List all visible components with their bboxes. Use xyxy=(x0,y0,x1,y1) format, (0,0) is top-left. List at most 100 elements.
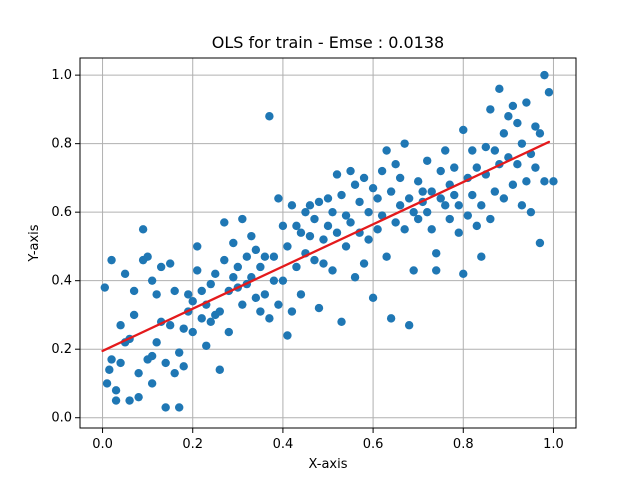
line-layer xyxy=(101,140,551,353)
scatter-point xyxy=(202,341,211,350)
scatter-point xyxy=(314,303,324,313)
scatter-point xyxy=(152,338,161,347)
scatter-point xyxy=(391,218,400,227)
scatter-point xyxy=(229,238,238,248)
scatter-point xyxy=(301,207,310,217)
scatter-point xyxy=(179,362,188,371)
scatter-point xyxy=(323,194,333,203)
scatter-point xyxy=(238,214,247,224)
scatter-point xyxy=(432,249,441,258)
scatter-point xyxy=(368,183,378,193)
scatter-point xyxy=(265,314,274,323)
scatter-point xyxy=(513,160,522,169)
scatter-point xyxy=(287,307,297,316)
scatter-point xyxy=(368,293,378,303)
scatter-point xyxy=(193,242,202,251)
grid-layer xyxy=(80,58,576,428)
scatter-point xyxy=(107,355,116,364)
scatter-point xyxy=(274,300,283,309)
scatter-point xyxy=(296,228,306,237)
scatter-point xyxy=(409,207,418,217)
scatter-point xyxy=(251,293,261,303)
scatter-point xyxy=(386,314,396,323)
scatter-point xyxy=(477,252,486,261)
scatter-point xyxy=(350,180,360,189)
scatter-point xyxy=(269,252,279,261)
scatter-point xyxy=(481,142,491,152)
scatter-point xyxy=(373,225,382,234)
scatter-point xyxy=(188,327,197,337)
scatter-point xyxy=(211,269,220,279)
scatter-point xyxy=(310,255,319,265)
scatter-point xyxy=(517,139,527,148)
scatter-point xyxy=(215,365,224,374)
scatter-point xyxy=(224,327,233,337)
scatter-point xyxy=(423,156,432,165)
scatter-point xyxy=(535,238,545,248)
scatter-point xyxy=(170,368,179,378)
scatter-point xyxy=(129,310,139,320)
scatter-point xyxy=(490,146,500,155)
scatter-point xyxy=(418,187,427,196)
scatter-point xyxy=(513,118,522,128)
x-tick-label: 1.0 xyxy=(543,437,564,452)
scatter-point xyxy=(134,368,143,378)
scatter-point xyxy=(332,228,342,237)
scatter-point xyxy=(450,163,459,172)
scatter-point xyxy=(468,146,477,155)
scatter-point xyxy=(386,187,396,196)
scatter-point xyxy=(337,190,346,200)
scatter-point xyxy=(404,194,414,203)
scatter-point xyxy=(328,207,337,217)
scatter-point xyxy=(129,286,139,296)
scatter-point xyxy=(175,348,184,357)
scatter-point xyxy=(364,207,373,217)
scatter-point xyxy=(111,396,121,405)
plot-background xyxy=(80,58,576,428)
scatter-point xyxy=(161,358,170,368)
scatter-point xyxy=(404,321,414,330)
x-axis-title: X-axis xyxy=(309,457,348,472)
scatter-point xyxy=(450,190,459,200)
scatter-point xyxy=(100,283,110,292)
x-tick-label: 0.4 xyxy=(273,437,294,452)
scatter-point xyxy=(197,314,206,323)
scatter-point xyxy=(147,276,157,285)
scatter-point xyxy=(441,146,450,155)
scatter-point xyxy=(531,122,540,131)
scatter-point xyxy=(359,173,369,183)
scatter-point xyxy=(170,286,179,296)
scatter-point xyxy=(328,266,337,275)
scatter-point xyxy=(283,242,292,251)
scatter-point xyxy=(256,307,265,316)
scatter-point xyxy=(477,201,486,210)
scatter-point xyxy=(486,105,495,114)
scatter-point xyxy=(116,321,125,330)
scatter-point xyxy=(549,177,558,186)
scatter-point xyxy=(427,225,436,234)
scatter-point xyxy=(409,266,418,275)
scatter-point xyxy=(395,173,405,183)
scatter-point xyxy=(152,290,161,299)
scatter-point xyxy=(310,214,319,224)
scatter-point xyxy=(432,266,441,275)
tick-layer: 0.0 0.2 0.4 0.6 0.8 1.0 0.0 0.2 0.4 0.6 0.8 1.0 xyxy=(51,68,563,452)
scatter-point xyxy=(346,166,355,176)
scatter-point xyxy=(193,266,202,275)
scatter-point xyxy=(454,228,463,237)
scatter-point xyxy=(292,262,301,272)
scatter-point xyxy=(116,358,125,368)
scatter-point xyxy=(413,214,423,224)
scatter-point xyxy=(350,273,360,282)
scatter-point xyxy=(238,300,247,309)
scatter-point xyxy=(332,170,342,179)
x-tick-label: 0.8 xyxy=(453,437,474,452)
scatter-point xyxy=(355,197,364,207)
scatter-point xyxy=(143,252,152,261)
x-tick-label: 0.2 xyxy=(182,437,203,452)
scatter-point xyxy=(522,98,531,107)
scatter-point xyxy=(161,403,170,412)
scatter-point xyxy=(188,297,197,306)
scatter-point xyxy=(220,218,229,227)
